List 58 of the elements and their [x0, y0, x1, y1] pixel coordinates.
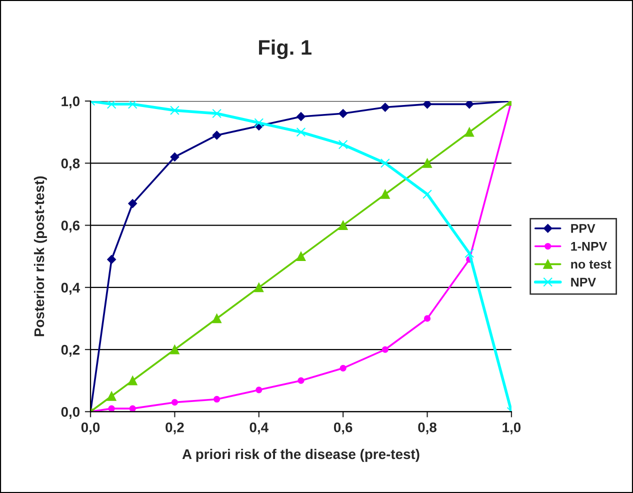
legend-label: PPV	[571, 224, 596, 233]
x-tick-label: 0,6	[334, 422, 352, 434]
point	[170, 152, 180, 162]
point	[171, 399, 178, 406]
point	[170, 344, 180, 354]
point	[128, 101, 138, 109]
chart-title: Fig. 1	[259, 40, 312, 60]
point	[380, 102, 390, 112]
point	[212, 314, 222, 324]
point	[214, 396, 220, 403]
point	[338, 140, 348, 150]
point	[106, 101, 116, 109]
legend-label: no test	[571, 260, 612, 269]
point	[422, 190, 432, 199]
y-tick-label: 0,0	[61, 406, 80, 419]
point	[422, 158, 432, 168]
point	[422, 101, 432, 109]
point	[464, 127, 474, 137]
point	[464, 248, 474, 258]
point	[298, 377, 304, 384]
point	[212, 130, 222, 140]
point	[296, 112, 306, 122]
y-tick-label: 0,8	[61, 158, 80, 170]
point	[256, 386, 262, 394]
legend-label: 1-NPV	[571, 242, 608, 251]
x-tick-label: 0,4	[250, 422, 268, 434]
point	[380, 158, 390, 168]
point	[464, 101, 474, 109]
point	[296, 252, 306, 262]
x-tick-label: 0,8	[418, 422, 437, 434]
point	[254, 118, 264, 128]
point	[338, 220, 348, 230]
point	[296, 127, 306, 137]
point	[108, 405, 115, 412]
y-tick-label: 0,4	[61, 282, 80, 295]
line-series	[90, 101, 512, 412]
y-tick-label: 0,6	[61, 220, 80, 232]
y-tick-label: 0,2	[61, 344, 80, 357]
point	[212, 108, 222, 118]
point	[424, 315, 431, 322]
x-tick-label: 1,0	[502, 422, 521, 434]
x-tick-label: 0,0	[81, 422, 100, 434]
legend-label: NPV	[571, 278, 596, 286]
point	[340, 364, 346, 372]
point	[107, 255, 116, 264]
point	[106, 391, 116, 401]
point	[382, 346, 388, 353]
point	[129, 405, 136, 412]
point	[128, 376, 138, 386]
y-tick-label: 1,0	[62, 96, 80, 108]
point	[170, 106, 180, 116]
x-tick-label: 0,2	[166, 422, 184, 434]
point	[380, 190, 390, 199]
x-axis-title: A priori risk of the disease (pre-test)	[182, 448, 420, 462]
point	[254, 282, 264, 292]
y-axis-title: Posterior risk (post-test)	[34, 176, 47, 336]
point	[128, 199, 138, 208]
point	[338, 109, 348, 118]
